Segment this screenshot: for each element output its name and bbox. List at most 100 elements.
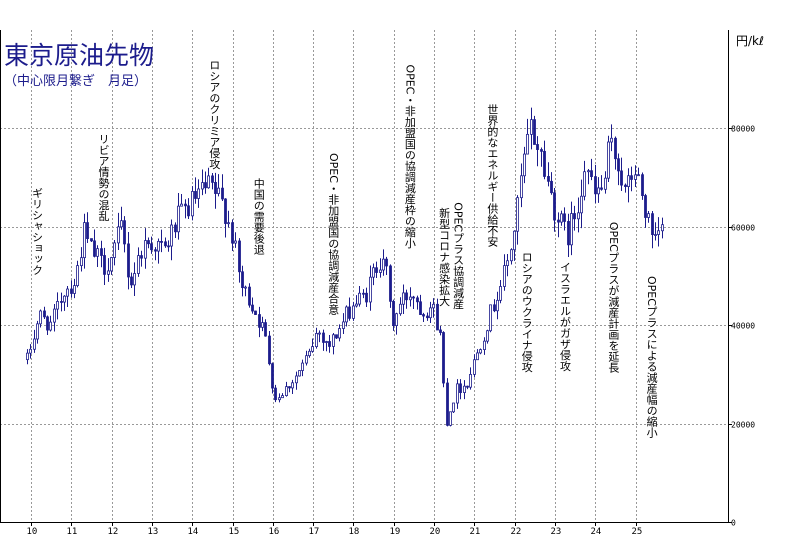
candle-body [342, 321, 345, 329]
candle-body [96, 248, 99, 257]
candle-body [140, 255, 143, 259]
candle-body [33, 338, 36, 350]
x-tick-label: 18 [349, 527, 360, 537]
candle-body [43, 310, 46, 318]
candle-body [291, 382, 294, 389]
candle-body [466, 385, 469, 388]
candle-body [567, 221, 570, 246]
candle-body [80, 257, 83, 267]
x-tick-label: 14 [188, 527, 199, 537]
candle-body [355, 303, 358, 307]
candle-body [563, 213, 566, 222]
candle-body [258, 314, 261, 328]
candle-body [654, 234, 657, 236]
grid-lines [0, 30, 728, 522]
annotation-text: 新型コロナ感染拡大 [438, 206, 451, 306]
y-tick-label: 20000 [731, 421, 755, 430]
candle-body [399, 303, 402, 315]
candle-body [39, 310, 42, 325]
chart-subtitle: （中心限月繋ぎ 月足） [4, 73, 147, 89]
candle-body [647, 213, 650, 218]
candle-body [133, 273, 136, 286]
candle-body [311, 346, 314, 352]
x-tick-label: 22 [511, 527, 522, 537]
annotation-10: イスラエルがガザ侵攻 [558, 261, 571, 372]
candle-body [419, 301, 422, 315]
candle-body [526, 133, 529, 155]
candle-body [375, 267, 378, 273]
annotation-text: ロシアのクリミア侵攻 [208, 60, 221, 171]
candle-body [261, 322, 264, 328]
candle-body [617, 158, 620, 172]
candle-body [590, 170, 593, 177]
candle-body [432, 303, 435, 309]
annotation-text: OPEC・非加盟国の協調減産合意 [327, 153, 340, 315]
annotation-text: OPECプラスが減産計画を延長 [607, 222, 620, 374]
candle-body [204, 182, 207, 189]
y-tick-labels: 0 20000 40000 60000 80000 [728, 125, 755, 528]
candle-body [83, 222, 86, 259]
candle-body [520, 175, 523, 199]
annotation-text: イスラエルがガザ侵攻 [558, 261, 571, 372]
candle-body [224, 198, 227, 224]
candle-body [207, 175, 210, 189]
candle-body [150, 243, 153, 251]
candle-body [369, 276, 372, 303]
x-tick-label: 24 [591, 527, 602, 537]
candle-body [409, 296, 412, 301]
candle-body [56, 301, 59, 310]
candle-body [594, 176, 597, 195]
y-tick-label: 80000 [731, 125, 755, 134]
candle-body [513, 230, 516, 251]
candle-body [536, 144, 539, 150]
candle-body [452, 402, 455, 413]
candle-body [107, 270, 110, 275]
candle-body [661, 224, 664, 232]
candle-body [499, 286, 502, 301]
candle-body [251, 304, 254, 312]
candle-body [117, 226, 120, 244]
candle-body [174, 224, 177, 233]
candle-body [449, 411, 452, 426]
x-tick-label: 25 [632, 527, 643, 537]
candle-body [191, 191, 194, 217]
candle-body [201, 182, 204, 190]
candle-body [322, 332, 325, 343]
candle-body [100, 248, 103, 256]
candle-body [486, 330, 489, 342]
candle-body [550, 180, 553, 194]
candle-body [248, 286, 251, 306]
candle-body [439, 329, 442, 333]
candle-body [614, 137, 617, 160]
candle-body [271, 363, 274, 389]
annotation-3: 中国の需要後退 [252, 177, 265, 254]
candle-body [154, 249, 157, 252]
annotation-2: ロシアのクリミア侵攻 [208, 60, 221, 171]
annotation-4: OPEC・非加盟国の協調減産合意 [327, 153, 340, 315]
candle-body [362, 292, 365, 295]
candle-body [187, 205, 190, 217]
candle-body [493, 304, 496, 312]
annotation-text: OPECプラスによる減産幅の縮小 [645, 276, 658, 439]
annotation-text: ギリシャショック [31, 187, 44, 275]
candle-body [274, 387, 277, 401]
candle-body [170, 224, 173, 247]
candle-body [73, 285, 76, 294]
x-tick-label: 20 [430, 527, 441, 537]
candle-body [503, 265, 506, 287]
candle-body [516, 197, 519, 232]
candle-body [557, 219, 560, 223]
candle-body [473, 359, 476, 375]
y-tick-label: 60000 [731, 224, 755, 233]
candle-body [160, 240, 163, 243]
candle-body [144, 240, 147, 259]
candle-body [469, 374, 472, 388]
axes [0, 30, 729, 523]
candle-body [641, 174, 644, 196]
candle-body [278, 397, 281, 401]
candle-body [385, 258, 388, 267]
candle-body [446, 382, 449, 426]
candle-body [395, 313, 398, 327]
candle-body [627, 175, 630, 187]
